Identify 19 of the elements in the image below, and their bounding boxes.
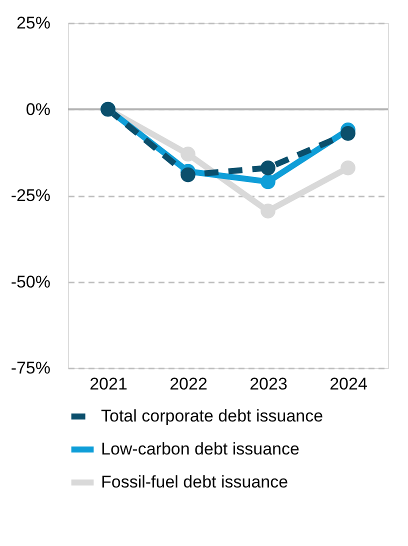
point [180,167,196,182]
legend-label: Total corporate debt issuance [101,406,324,426]
y-tick-label: 0% [26,100,50,119]
point [260,160,276,176]
x-tick-label: 2022 [170,374,208,394]
y-tick-label: -75% [10,358,50,378]
legend-label: Fossil-fuel debt issuance [101,472,288,492]
x-tick-label: 2023 [250,374,288,394]
legend-label: Low-carbon debt issuance [101,440,300,458]
y-tick-label: -50% [10,272,50,292]
y-tick-label: -25% [10,186,50,205]
point [260,174,276,190]
point [340,160,356,176]
x-tick-label: 2024 [330,374,368,394]
point [340,126,356,141]
point [260,204,276,218]
x-tick-label: 2021 [90,374,128,394]
point [180,146,196,162]
y-tick-label: 25% [16,14,50,32]
